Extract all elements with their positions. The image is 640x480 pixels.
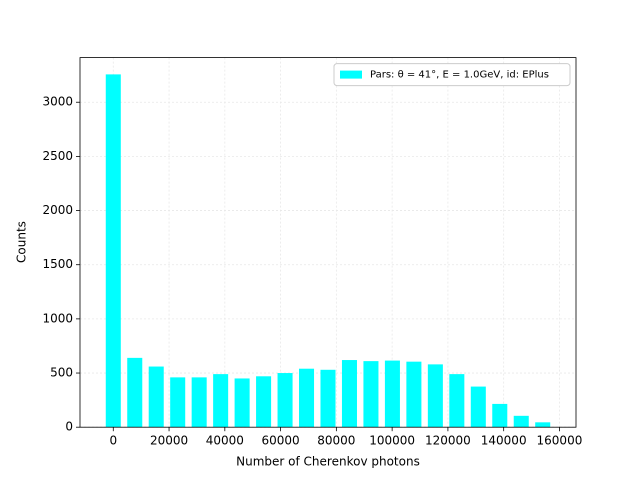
x-tick-label: 0 bbox=[109, 434, 117, 448]
bar bbox=[148, 366, 164, 428]
bar bbox=[449, 374, 465, 428]
plot-frame bbox=[79, 57, 577, 428]
x-tick-label: 80000 bbox=[317, 434, 355, 448]
bar bbox=[470, 386, 486, 428]
y-tick-label: 2500 bbox=[42, 149, 73, 163]
bar bbox=[170, 377, 186, 428]
bar bbox=[535, 422, 551, 428]
bar bbox=[191, 377, 207, 428]
bar bbox=[384, 360, 400, 428]
x-tick-label: 160000 bbox=[537, 434, 583, 448]
legend: Pars: θ = 41°, E = 1.0GeV, id: EPlus bbox=[333, 63, 571, 87]
bar bbox=[234, 378, 250, 428]
bar bbox=[127, 357, 143, 428]
bar bbox=[213, 374, 229, 428]
legend-swatch bbox=[340, 70, 362, 79]
bar bbox=[363, 361, 379, 428]
x-tick-label: 120000 bbox=[425, 434, 471, 448]
y-tick-label: 2000 bbox=[42, 203, 73, 217]
x-tick-label: 100000 bbox=[369, 434, 415, 448]
x-tick-label: 40000 bbox=[206, 434, 244, 448]
x-tick-label: 20000 bbox=[150, 434, 188, 448]
x-tick-label: 140000 bbox=[481, 434, 527, 448]
y-tick-label: 3000 bbox=[42, 95, 73, 109]
y-tick-label: 0 bbox=[65, 420, 73, 434]
bar bbox=[320, 369, 336, 428]
y-tick-label: 1500 bbox=[42, 257, 73, 271]
bar bbox=[427, 364, 443, 428]
bar bbox=[256, 376, 272, 428]
bar bbox=[341, 360, 357, 428]
y-axis-label: Counts bbox=[15, 221, 29, 263]
x-axis-label: Number of Cherenkov photons bbox=[236, 455, 420, 469]
bar bbox=[513, 415, 529, 428]
bar bbox=[406, 361, 422, 428]
bar bbox=[492, 403, 508, 428]
legend-box bbox=[333, 63, 571, 87]
bar bbox=[277, 373, 293, 428]
bar bbox=[105, 74, 121, 428]
bar bbox=[299, 368, 315, 428]
legend-label: Pars: θ = 41°, E = 1.0GeV, id: EPlus bbox=[370, 70, 549, 81]
x-tick-label: 60000 bbox=[262, 434, 300, 448]
y-tick-label: 1000 bbox=[42, 311, 73, 325]
y-tick-label: 500 bbox=[50, 366, 73, 380]
